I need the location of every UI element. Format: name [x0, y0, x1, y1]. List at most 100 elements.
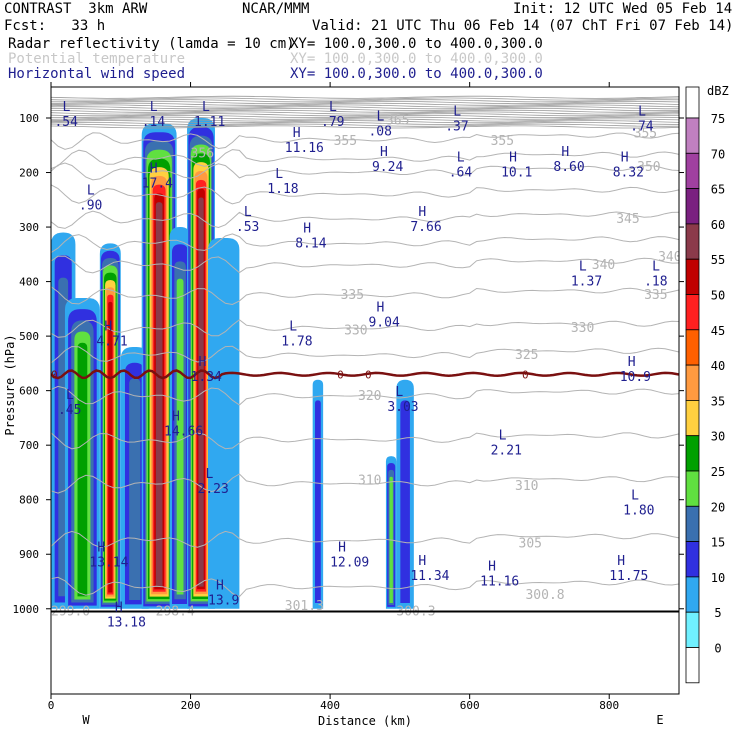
wind-max-marker-36: H — [617, 554, 625, 569]
theta-label-10: 330 — [344, 324, 367, 339]
theta-contour-5 — [51, 233, 679, 254]
wind-value-19: 1.37 — [571, 275, 602, 290]
colorbar-cap-top — [685, 86, 700, 119]
colorbar-swatch-7 — [685, 364, 700, 401]
wind-value-2: 1.11 — [194, 115, 225, 130]
theta-contour-7 — [51, 286, 679, 306]
wind-max-marker-11: H — [561, 145, 569, 160]
axes: 100 200 300 400 500 600 700 800 900 1000 0 200 400 60… — [13, 82, 684, 712]
colorbar-swatch-15 — [685, 647, 700, 684]
wind-max-marker-38: H — [115, 600, 123, 615]
reflectivity-cell-8-15 — [315, 400, 321, 604]
colorbar-swatch-14 — [685, 611, 700, 648]
theta-band-line-4 — [51, 102, 679, 106]
theta-band-line-0 — [51, 95, 679, 99]
y-axis-title: Pressure (hPa) — [3, 334, 17, 435]
wind-max-marker-32: H — [97, 541, 105, 556]
x-tick-label-0: 0 — [48, 699, 55, 712]
wind-min-marker-6: L — [638, 104, 646, 119]
wind-value-12: 8.32 — [613, 166, 644, 181]
theta-label-2: 355 — [491, 134, 514, 149]
wind-min-marker-20: L — [652, 260, 660, 275]
wind-value-1: .14 — [142, 115, 166, 130]
theta-label-17: 301.3 — [285, 599, 324, 614]
colorbar-swatch-10 — [685, 470, 700, 507]
colorbar-swatch-8 — [685, 399, 700, 437]
colorbar-swatch-3 — [685, 223, 700, 260]
wind-value-6: .74 — [630, 119, 654, 134]
west-label: W — [82, 713, 90, 727]
theta-label-15: 310 — [515, 479, 538, 494]
wind-value-22: 4.71 — [96, 335, 127, 350]
colorbar-swatch-11 — [685, 505, 700, 542]
wind-min-marker-26: L — [66, 388, 74, 403]
wind-max-marker-7: H — [293, 126, 301, 141]
wind-value-20: .18 — [644, 275, 667, 290]
theta-label-16: 305 — [519, 536, 542, 551]
theta-contour-11 — [51, 432, 679, 450]
theta-band-line-16 — [51, 123, 679, 127]
colorbar-label-11: 20 — [711, 500, 725, 514]
wind-min-marker-27: L — [395, 385, 403, 400]
colorbar-label-0: 75 — [711, 112, 725, 126]
theta-label-11: 330 — [571, 321, 594, 336]
colorbar-swatch-1 — [685, 152, 700, 190]
melting-level-label-0: 0 — [51, 368, 58, 381]
melting-level-path — [51, 369, 679, 380]
wind-value-0: .54 — [54, 115, 78, 130]
theta-label-4: 350 — [637, 160, 660, 175]
wind-value-35: 11.16 — [480, 575, 519, 590]
theta-band-line-14 — [51, 120, 679, 124]
wind-max-marker-37: H — [216, 579, 224, 594]
y-tick-label-5: 600 — [19, 385, 39, 398]
theta-contour-13 — [51, 530, 679, 548]
wind-max-marker-8: H — [380, 145, 388, 160]
colorbar-label-2: 65 — [711, 183, 725, 197]
wind-value-16: .53 — [236, 220, 259, 235]
y-tick-label-0: 100 — [19, 112, 39, 125]
x-axis-title: Distance (km) — [318, 714, 412, 728]
wind-value-33: 12.09 — [330, 556, 369, 571]
melting-level-label-1: 0 — [337, 368, 344, 381]
theta-contour-8 — [51, 319, 679, 338]
wind-value-32: 13.14 — [89, 556, 128, 571]
y-tick-label-7: 800 — [19, 494, 39, 507]
wind-min-marker-4: L — [376, 110, 384, 125]
theta-contour-12 — [51, 473, 679, 494]
theta-label-6: 340 — [592, 258, 615, 273]
theta-label-14: 310 — [358, 474, 381, 489]
theta-band-line-17 — [51, 125, 679, 129]
wind-value-38: 13.18 — [107, 615, 146, 630]
wind-value-37: 13.9 — [208, 594, 239, 609]
colorbar-swatch-6 — [685, 329, 700, 366]
wind-min-marker-19: L — [579, 260, 587, 275]
wind-value-34: 11.34 — [410, 569, 449, 584]
wind-value-21: 9.04 — [368, 316, 399, 331]
theta-contour-1 — [51, 149, 679, 170]
y-tick-label-8: 900 — [19, 548, 39, 561]
colorbar-label-15: 0 — [714, 642, 721, 656]
y-tick-label-9: 1000 — [13, 603, 40, 616]
field-1-name: Radar reflectivity (lamda = 10 cm) — [8, 36, 295, 52]
colorbar-label-3: 60 — [711, 218, 725, 232]
wind-value-7: 11.16 — [285, 141, 324, 156]
wind-min-marker-5: L — [453, 104, 461, 119]
init-time: Init: 12 UTC Wed 05 Feb 14 — [513, 1, 733, 17]
wind-value-26: .45 — [58, 403, 81, 418]
theta-band-line-11 — [51, 115, 679, 119]
theta-label-5: 345 — [616, 212, 639, 227]
colorbar-label-6: 45 — [711, 324, 725, 338]
wind-max-marker-25: H — [628, 355, 636, 370]
x-tick-label-1: 200 — [181, 699, 201, 712]
wind-min-marker-3: L — [329, 100, 337, 115]
wind-value-23: 1.78 — [281, 335, 312, 350]
wind-max-marker-13: H — [150, 162, 158, 177]
theta-label-7: 340 — [658, 250, 681, 265]
theta-label-22: 356 — [191, 146, 214, 161]
colorbar-label-8: 35 — [711, 394, 725, 408]
colorbar-label-5: 50 — [711, 289, 725, 303]
colorbar-swatch-13 — [685, 576, 700, 613]
model-title: CONTRAST 3km ARW — [4, 1, 148, 17]
wind-min-marker-23: L — [289, 320, 297, 335]
